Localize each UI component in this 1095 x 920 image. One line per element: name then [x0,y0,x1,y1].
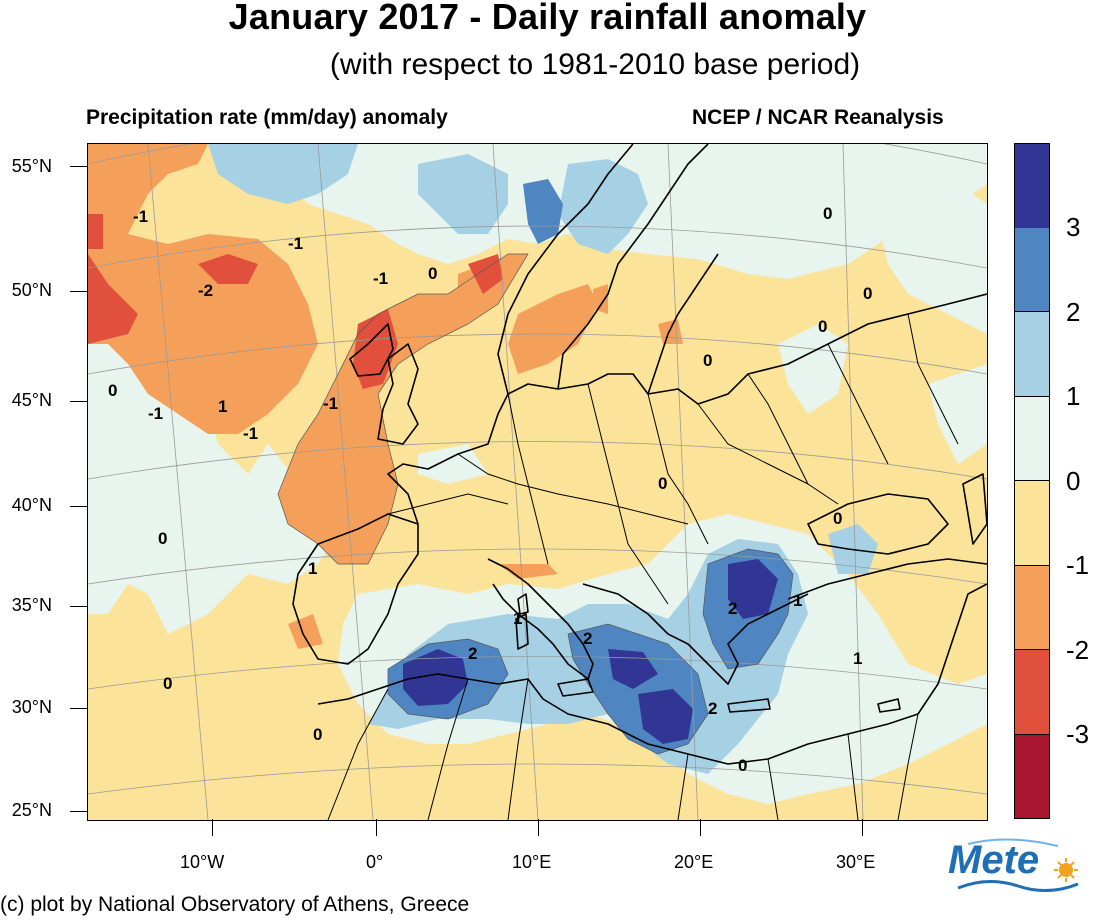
anomaly-above-3 [403,559,778,744]
variable-label: Precipitation rate (mm/day) anomaly [86,106,448,129]
contour-label: -1 [133,207,148,226]
lat-label-35n: 35°N [11,595,52,615]
colorbar-label: 1 [1066,381,1081,411]
anomaly-minus3-to-minus2 [88,214,503,389]
contour-label: 2 [468,644,477,663]
lat-label-55n: 55°N [11,156,52,176]
contour-label: 0 [818,317,827,336]
meteo-logo: Mete [948,836,1088,896]
contour-label: 0 [833,509,842,528]
chart-subtitle: (with respect to 1981-2010 base period) [329,48,861,81]
lon-label-10e: 10°E [512,852,552,872]
source-label: NCEP / NCAR Reanalysis [692,106,944,129]
contour-label: 0 [823,204,832,223]
colorbar-swatch [1014,397,1050,481]
contour-label: 0 [658,474,667,493]
colorbar-swatch [1014,481,1050,566]
contour-label: 2 [728,599,737,618]
colorbar-swatch [1014,312,1050,397]
contour-label: -1 [243,424,258,443]
contour-label: 0 [703,351,712,370]
contour-label: 0 [163,674,172,693]
lat-tick [70,166,87,167]
lon-label-10w: 10°W [180,852,225,872]
lon-tick [538,819,539,836]
contour-label: 1 [308,559,317,578]
lat-label-30n: 30°N [11,697,52,717]
contour-label: -1 [323,394,338,413]
contour-label: 2 [708,699,717,718]
contour-label: -1 [288,234,303,253]
colorbar-label: 2 [1066,297,1081,327]
contour-label: -2 [198,281,213,300]
colorbar-swatch [1014,735,1050,819]
lon-tick [862,819,863,836]
lat-tick [70,606,87,607]
graticule [88,144,987,820]
lat-tick [70,708,87,709]
colorbar-label: -2 [1066,635,1090,665]
lat-label-50n: 50°N [11,280,52,300]
colorbar-label: 3 [1066,212,1081,242]
country-borders [327,313,959,820]
contour-label: 0 [863,284,872,303]
colorbar-label: 0 [1066,466,1081,496]
contour-label: -1 [373,269,388,288]
colorbar-label: -1 [1066,550,1090,580]
contour-label: 1 [793,591,802,610]
colorbar-swatch [1014,228,1050,312]
contour-label: 1 [853,649,862,668]
contour-label: 0 [158,529,167,548]
colorbar-swatch [1014,143,1050,229]
contour-label: 0 [108,381,117,400]
lon-label-30e: 30°E [836,852,876,872]
lon-label-0: 0° [366,852,384,872]
lat-tick [70,401,87,402]
contour-label: 0 [313,725,322,744]
chart-title: January 2017 - Daily rainfall anomaly [228,0,867,37]
colorbar-label: -3 [1066,719,1090,749]
colorbar [1014,143,1050,819]
lon-tick [700,819,701,836]
lat-label-45n: 45°N [11,390,52,410]
contour-label: -1 [148,404,163,423]
lat-label-25n: 25°N [11,800,52,820]
lat-tick [70,811,87,812]
copyright-footer: (c) plot by National Observatory of Athe… [0,893,470,916]
logo-text: Mete [948,838,1040,882]
logo-wave-icon [957,838,1079,892]
lon-label-20e: 20°E [674,852,714,872]
lon-tick [376,819,377,836]
precipitation-anomaly-map: -1 -1 -1 -1 -1 -1 -2 0 0 0 0 0 0 0 0 0 0… [88,144,987,820]
contour-label: 2 [583,629,592,648]
map-panel: -1 -1 -1 -1 -1 -1 -2 0 0 0 0 0 0 0 0 0 0… [87,143,988,821]
lon-tick [212,819,213,836]
colorbar-swatch [1014,566,1050,650]
lat-tick [70,506,87,507]
lat-label-40n: 40°N [11,495,52,515]
lat-tick [70,291,87,292]
contour-label: 0 [428,264,437,283]
contour-label: 0 [738,756,747,775]
contour-label: 1 [513,609,522,628]
colorbar-swatch [1014,650,1050,735]
contour-label: 1 [218,397,227,416]
contour-label-group: -1 -1 -1 -1 -1 -1 -2 0 0 0 0 0 0 0 0 0 0… [108,204,872,775]
